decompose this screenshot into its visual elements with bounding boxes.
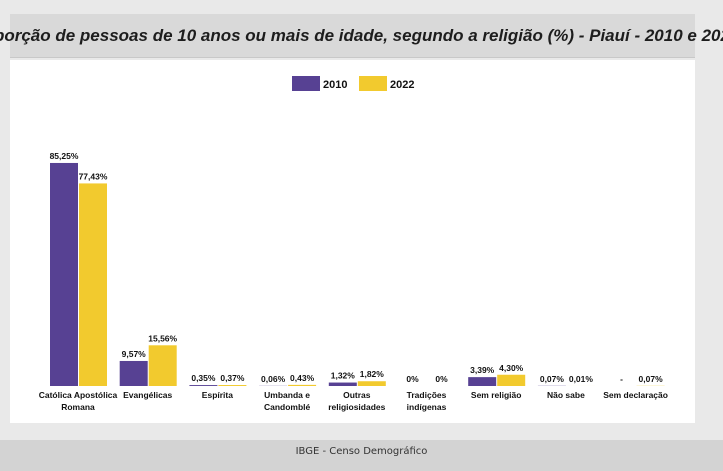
chart-title: Proporção de pessoas de 10 anos ou mais … (0, 25, 723, 45)
data-label-2022-8: 0,07% (639, 374, 664, 384)
legend-label-2022: 2022 (390, 79, 414, 91)
bar-2022-1 (148, 345, 177, 386)
data-label-2022-0: 77,43% (79, 171, 108, 181)
bar-chart: 2010 2022 85,25%77,43% Católica Apostólica R… (39, 76, 668, 412)
data-label-2010-7: 0,07% (540, 374, 565, 384)
category-label-6: Sem religião (471, 390, 522, 400)
bar-2022-3 (288, 384, 317, 386)
data-label-2022-4: 1,82% (360, 369, 385, 379)
data-label-2022-7: 0,01% (569, 374, 594, 384)
category-label-3-line1: Candomblé (264, 402, 311, 412)
legend-swatch-2022 (359, 76, 387, 91)
category-label-1: Evangélicas (123, 390, 172, 400)
category-label-4-line0: Outras (343, 390, 371, 400)
bar-2022-0 (79, 183, 107, 386)
data-label-2010-5: 0% (406, 374, 419, 384)
bar-2010-4 (328, 382, 357, 386)
category-label-3-line0: Umbanda e (264, 390, 310, 400)
title-bar: Proporção de pessoas de 10 anos ou mais … (0, 14, 723, 58)
data-label-2022-6: 4,30% (499, 363, 524, 373)
bar-2010-1 (119, 360, 148, 386)
category-label-8: Sem declaração (603, 390, 668, 400)
data-label-2022-3: 0,43% (290, 373, 315, 383)
category-label-0-line1: Romana (61, 402, 95, 412)
data-label-2010-4: 1,32% (331, 371, 356, 381)
data-label-2010-6: 3,39% (470, 365, 495, 375)
category-label-2: Espírita (202, 390, 233, 400)
category-label-7: Não sabe (547, 390, 585, 400)
category-label-5-line1: indígenas (407, 402, 447, 412)
data-label-2010-0: 85,25% (50, 151, 79, 161)
data-label-2022-5: 0% (435, 374, 448, 384)
data-label-2022-1: 15,56% (148, 333, 177, 343)
data-label-2022-2: 0,37% (220, 373, 245, 383)
bar-2010-6 (468, 377, 497, 386)
category-label-0-line0: Católica Apostólica (39, 390, 118, 400)
footer: IBGE - Censo Demográfico (0, 440, 723, 471)
bar-2022-6 (497, 374, 526, 386)
bar-2022-2 (218, 385, 247, 386)
bar-2010-0 (50, 162, 78, 386)
data-label-2010-1: 9,57% (122, 349, 147, 359)
data-label-2010-2: 0,35% (191, 373, 216, 383)
category-label-5-line0: Tradições (407, 390, 447, 400)
category-label-4-line1: religiosidades (328, 402, 385, 412)
bar-2022-4 (357, 381, 386, 386)
data-label-2010-8: - (620, 374, 623, 384)
legend-label-2010: 2010 (323, 79, 347, 91)
data-label-2010-3: 0,06% (261, 374, 286, 384)
bar-2010-2 (189, 385, 218, 386)
source-note: IBGE - Censo Demográfico (295, 446, 428, 457)
legend-swatch-2010 (292, 76, 320, 91)
chart-panel: 2010 2022 85,25% 77,43% Católica Apostólica R… (10, 60, 695, 423)
